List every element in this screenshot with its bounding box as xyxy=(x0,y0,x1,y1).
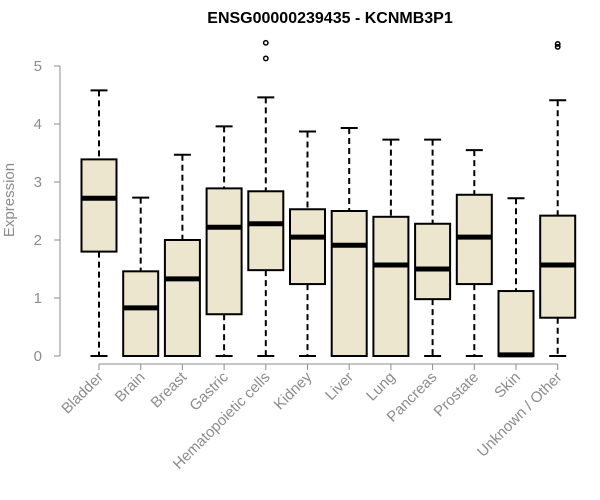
outlier-point xyxy=(262,55,269,62)
y-tick-label: 2 xyxy=(34,232,42,249)
outlier-point xyxy=(262,39,269,46)
y-tick-label: 5 xyxy=(34,58,42,75)
y-axis-label: Expression xyxy=(1,163,18,237)
y-tick-label: 4 xyxy=(34,116,42,133)
box-group xyxy=(205,125,243,357)
box-body xyxy=(330,210,368,357)
box-group xyxy=(289,130,326,357)
outlier-point xyxy=(554,43,561,50)
box-group xyxy=(414,138,452,357)
outlier-point xyxy=(554,41,561,47)
box-group xyxy=(247,39,285,357)
x-category-label: Skin xyxy=(491,369,524,402)
box-body xyxy=(414,222,452,301)
box-body xyxy=(163,239,201,357)
box-body xyxy=(122,270,160,358)
x-category-label: Brain xyxy=(112,369,149,406)
y-tick-label: 1 xyxy=(34,290,42,307)
x-category-label: Kidney xyxy=(271,368,316,413)
box-group xyxy=(455,149,493,357)
box-body xyxy=(205,187,243,316)
x-category-label: Bladder xyxy=(58,369,107,418)
box-group xyxy=(163,153,201,357)
x-category-label: Liver xyxy=(322,369,357,404)
box-group xyxy=(80,89,118,357)
plot-area xyxy=(80,39,577,358)
box-group xyxy=(372,138,410,357)
box-group xyxy=(539,41,577,357)
box-group xyxy=(497,197,535,358)
box-body xyxy=(497,290,535,358)
box-body xyxy=(289,208,326,286)
box-body xyxy=(372,215,410,357)
y-tick-label: 3 xyxy=(34,174,42,191)
box-body xyxy=(247,190,285,272)
chart-title: ENSG00000239435 - KCNMB3P1 xyxy=(207,10,453,27)
x-category-label: Prostate xyxy=(431,369,483,421)
y-axis: 0 1 2 3 4 5 xyxy=(34,58,61,365)
y-tick-label: 0 xyxy=(34,348,42,365)
box-group xyxy=(122,196,160,358)
x-category-label: Lung xyxy=(363,369,399,405)
x-category-label: Breast xyxy=(148,368,191,411)
box-body xyxy=(80,158,118,253)
box-group xyxy=(330,127,368,357)
